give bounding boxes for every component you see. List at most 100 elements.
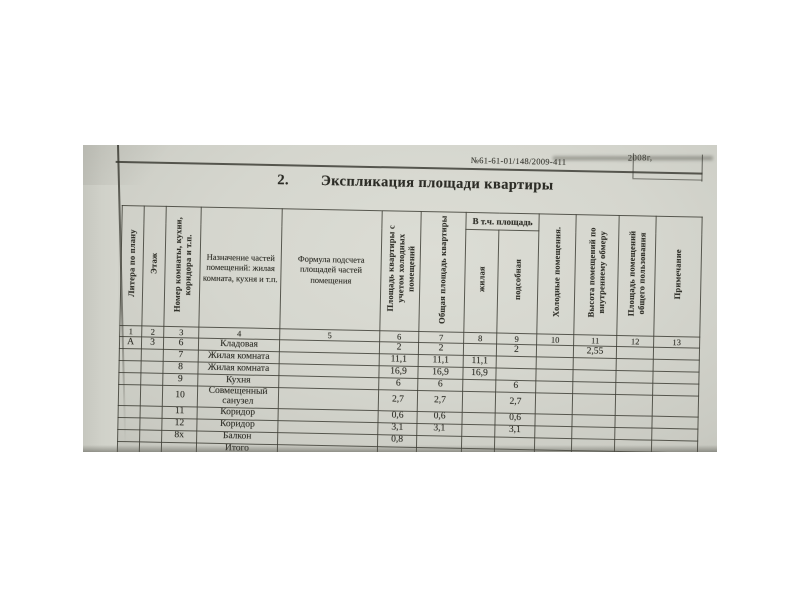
value-cell [615, 394, 653, 417]
value-cell [652, 383, 699, 397]
value-cell [536, 344, 574, 358]
column-number-cell: 10 [536, 333, 574, 346]
value-cell [119, 348, 142, 361]
value-cell: 2,7 [378, 389, 418, 412]
value-cell [118, 360, 142, 373]
col-header-height: Высота помещений по внутреннему обмеру [573, 214, 620, 336]
col-header-room-number: Номер комнаты, кухни, коридора и т.п. [163, 206, 202, 328]
value-cell [536, 356, 574, 370]
page-left-margin [83, 145, 118, 452]
value-cell [534, 425, 572, 439]
value-cell: 2,7 [417, 390, 463, 413]
value-cell: 6 [163, 337, 199, 351]
value-cell [616, 358, 654, 372]
value-cell: 11,1 [418, 354, 464, 368]
value-cell: 11 [162, 406, 198, 419]
value-cell: 2,7 [495, 392, 536, 414]
value-cell [141, 348, 164, 362]
value-cell: 2 [496, 344, 537, 357]
value-cell [462, 391, 496, 413]
table-remnant-line [701, 154, 703, 182]
value-cell: 10 [162, 385, 198, 407]
value-cell [653, 347, 700, 361]
value-cell [572, 393, 616, 416]
value-cell [118, 372, 141, 385]
value-cell: 9 [162, 373, 198, 387]
col-header-purpose: Назначение частей помещений: жилая комна… [198, 207, 283, 329]
value-cell: 3 [141, 336, 164, 350]
value-cell [139, 417, 163, 431]
column-number-cell: 1 [119, 325, 142, 337]
value-cell [616, 346, 654, 360]
rule-line [115, 160, 703, 175]
value-cell: 16,9 [462, 367, 497, 381]
value-cell [652, 395, 699, 418]
value-cell [572, 369, 617, 383]
value-cell [278, 387, 379, 411]
cutoff-text-fragment: 2008г, [627, 152, 653, 163]
value-cell [573, 357, 617, 371]
value-cell [651, 428, 698, 442]
col-header-litera: Литера по плану [119, 205, 145, 326]
value-cell [571, 414, 616, 428]
column-number-cell: 8 [463, 332, 497, 345]
column-number-cell: 2 [141, 325, 164, 338]
document-photo: 2008г, №61-61-01/148/2009-411 2. Эксплика… [83, 145, 717, 452]
column-number-cell: 12 [616, 335, 654, 348]
value-cell [535, 392, 573, 415]
value-cell: 16,9 [417, 366, 464, 380]
col-header-floor: Этаж [141, 205, 167, 327]
value-cell [571, 426, 615, 440]
value-cell [139, 429, 162, 443]
value-cell: 2 [379, 341, 419, 355]
col-header-total-area: Общая площадь квартиры [418, 211, 467, 333]
registry-number: №61-61-01/148/2009-411 [470, 154, 567, 167]
value-cell [463, 343, 497, 357]
value-cell: 11,1 [463, 355, 497, 369]
table-body: А 3 6 Кладовая 2 2 2 2,55 7 Жилая комната 11,1 11,1… [117, 336, 700, 452]
col-header-area-with-cold: Площадь квартиры с учетом холодных помещ… [379, 210, 422, 332]
page-corner-shade [83, 145, 203, 185]
value-cell: 6 [417, 378, 463, 392]
value-cell [535, 380, 573, 394]
value-cell [535, 368, 574, 382]
value-cell [572, 381, 616, 395]
value-cell [140, 360, 164, 374]
page-content: 2008г, №61-61-01/148/2009-411 2. Эксплика… [83, 145, 717, 452]
value-cell: 7 [163, 349, 199, 363]
value-cell: 6 [495, 380, 536, 393]
value-cell [117, 429, 140, 442]
value-cell [462, 379, 496, 393]
value-cell: 3,1 [377, 422, 417, 436]
col-header-cold-rooms: Холодные помещения. [536, 213, 577, 335]
column-number-cell: 7 [418, 331, 464, 344]
value-cell: 2,55 [573, 345, 617, 359]
table-remnant-line [632, 153, 634, 179]
value-cell [614, 415, 653, 429]
value-cell: 6 [378, 377, 418, 391]
value-cell: 3,1 [416, 423, 462, 437]
value-cell [615, 382, 653, 396]
value-cell: 0,6 [377, 410, 418, 424]
value-cell [140, 372, 163, 386]
value-cell [461, 424, 495, 437]
column-number-cell: 6 [379, 330, 419, 343]
value-cell [652, 371, 700, 385]
section-title: 2. Экспликация площади квартиры [277, 172, 554, 195]
column-number-cell: 13 [653, 336, 700, 349]
section-number: 2. [277, 172, 290, 189]
value-cell: 2 [418, 342, 464, 356]
explication-table: Литера по плану Этаж Номер комнаты, кухн… [117, 205, 703, 452]
value-cell: 0,6 [416, 411, 463, 425]
column-number-cell: 11 [573, 334, 617, 347]
value-cell [651, 416, 699, 430]
value-cell: 11,1 [379, 353, 419, 367]
col-header-common-area: Площадь помещений общего пользования [616, 215, 657, 337]
value-cell [461, 412, 496, 425]
value-cell [615, 370, 654, 384]
value-cell [140, 384, 163, 407]
value-cell [614, 427, 652, 441]
value-cell [118, 384, 141, 406]
value-cell: 12 [161, 418, 198, 431]
